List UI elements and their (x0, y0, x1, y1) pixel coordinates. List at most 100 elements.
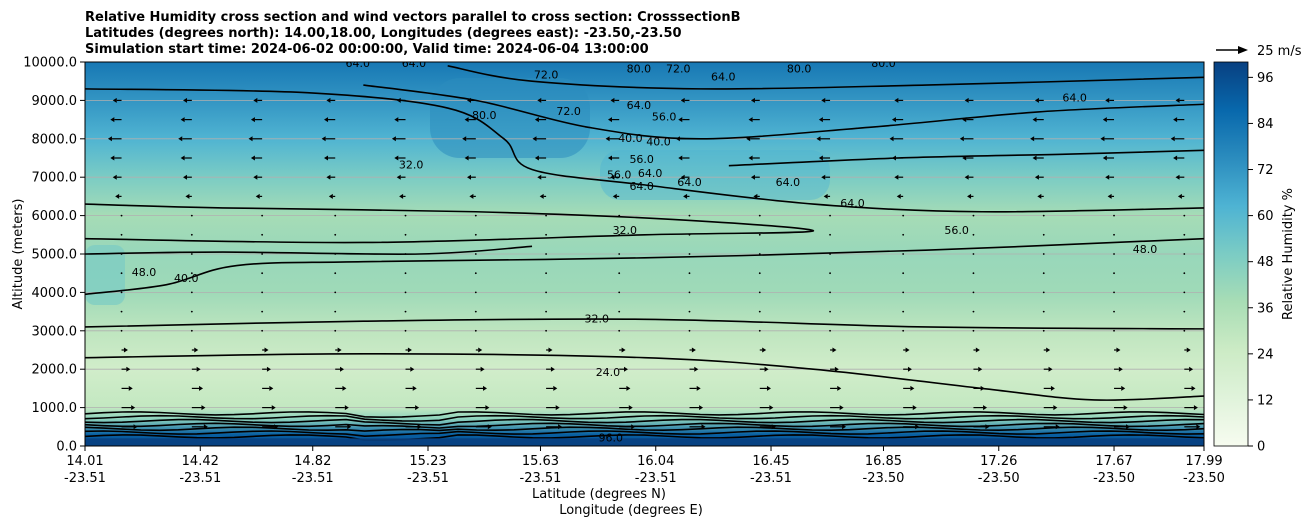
wind-vector-head (1173, 155, 1178, 161)
wind-vector (261, 233, 264, 236)
quiver-key-label: 25 m/s (1257, 44, 1302, 59)
wind-vector (474, 329, 477, 332)
wind-vector (261, 329, 264, 332)
wind-vector-head (691, 347, 696, 353)
wind-vector (474, 233, 477, 236)
wind-vector-head (1170, 136, 1175, 142)
colorbar-tick-label: 48 (1257, 255, 1274, 270)
wind-vector-head (478, 347, 483, 353)
wind-vector-head (266, 366, 271, 372)
x-tick-label-lon: -23.51 (179, 471, 221, 486)
wind-vector-head (128, 385, 133, 391)
wind-vector (334, 214, 337, 217)
wind-vector (688, 272, 691, 275)
wind-vector (618, 329, 621, 332)
wind-vector-head (462, 136, 467, 142)
contour-labels: 64.0 64.072.0 80.0 72.064.080.0 80.064.080.0… (132, 57, 1158, 444)
title-block: Relative Humidity cross section and wind… (85, 10, 741, 57)
wind-vector (829, 253, 831, 255)
contour-line (85, 318, 1204, 330)
wind-vector-head (328, 193, 333, 199)
wind-vector (404, 272, 407, 275)
x-tick-label-lon: -23.51 (407, 471, 449, 486)
contour-label: 64.0 (402, 57, 427, 70)
wind-vector-head (818, 117, 823, 123)
contour-label: 80.0 (472, 109, 497, 122)
wind-vector-head (467, 174, 472, 180)
wind-vector-head (532, 136, 537, 142)
y-tick-label: 4000.0 (32, 286, 78, 301)
wind-vector-head (391, 136, 396, 142)
wind-vector-head (250, 155, 255, 161)
wind-vector-head (396, 174, 401, 180)
wind-vector-head (683, 193, 688, 199)
wind-vector-head (623, 366, 628, 372)
wind-vector (545, 253, 547, 255)
wind-vector-head (407, 347, 412, 353)
wind-vector (261, 272, 264, 275)
wind-vector-head (910, 385, 915, 391)
wind-vector (758, 272, 761, 275)
humid-patch-left (85, 245, 125, 305)
wind-vector-head (1032, 155, 1037, 161)
x-tick-label-lat: 17.26 (980, 454, 1017, 469)
wind-vector (545, 214, 547, 217)
contour-label: 64.0 (345, 57, 370, 70)
wind-vector-head (750, 97, 755, 103)
wind-vector (1042, 310, 1045, 313)
wind-vector-head (1186, 347, 1191, 353)
wind-vector (972, 214, 975, 217)
contour-label: 72.0 (556, 105, 581, 118)
colorbar-tick-label: 12 (1257, 393, 1274, 408)
wind-vector-head (250, 117, 255, 123)
wind-vector-head (748, 117, 753, 123)
wind-vector-head (1189, 366, 1194, 372)
wind-vector (545, 310, 547, 313)
wind-vector-head (628, 405, 633, 411)
wind-vector-head (832, 347, 837, 353)
wind-vector (120, 233, 123, 236)
wind-vector (334, 253, 337, 255)
boundary-contour (85, 414, 1204, 422)
wind-vector (474, 214, 477, 217)
wind-vector-head (539, 193, 544, 199)
x-tick-label-lat: 17.67 (1095, 454, 1132, 469)
wind-vector (1183, 310, 1186, 313)
y-tick-label: 9000.0 (32, 94, 78, 109)
gridlines (85, 100, 1204, 409)
contour-label: 48.0 (1133, 243, 1158, 256)
wind-vector-head (410, 366, 415, 372)
wind-vector-head (417, 424, 422, 430)
wind-vector-head (1034, 174, 1039, 180)
colorbar-tick-label: 72 (1257, 163, 1274, 178)
contour-label: 64.0 (840, 197, 865, 210)
colorbar-tick-label: 36 (1257, 301, 1274, 316)
humid-patch-upper (430, 78, 590, 158)
contour-label: 40.0 (646, 136, 671, 149)
y-tick-label: 0.0 (56, 440, 77, 455)
wind-vector-head (816, 136, 821, 142)
wind-vector-head (1175, 97, 1180, 103)
wind-vector (1183, 253, 1186, 255)
wind-vector-head (412, 385, 417, 391)
colorbar: 0 12 24 36 48 60 72 84 96 Relative Humidity % (1213, 61, 1296, 455)
wind-vector (190, 272, 193, 275)
wind-vector-head (255, 193, 260, 199)
wind-vector-head (680, 97, 685, 103)
wind-vector (902, 272, 905, 275)
wind-vector-head (746, 136, 751, 142)
wind-vector-head (203, 424, 208, 430)
y-tick-label: 1000.0 (32, 401, 78, 416)
contour-line (447, 65, 1204, 90)
colorbar-tick-label: 0 (1257, 440, 1265, 455)
contour-line (85, 245, 533, 255)
wind-vector (1113, 253, 1115, 255)
wind-vector-head (485, 405, 490, 411)
title-line-3: Simulation start time: 2024-06-02 00:00:… (85, 42, 649, 57)
wind-vector-head (271, 405, 276, 411)
x-axis-label-latitude: Latitude (degrees N) (532, 487, 666, 502)
wind-vector (688, 310, 691, 313)
wind-vector-head (967, 193, 972, 199)
wind-vector-head (123, 347, 128, 353)
wind-vector (474, 291, 477, 294)
